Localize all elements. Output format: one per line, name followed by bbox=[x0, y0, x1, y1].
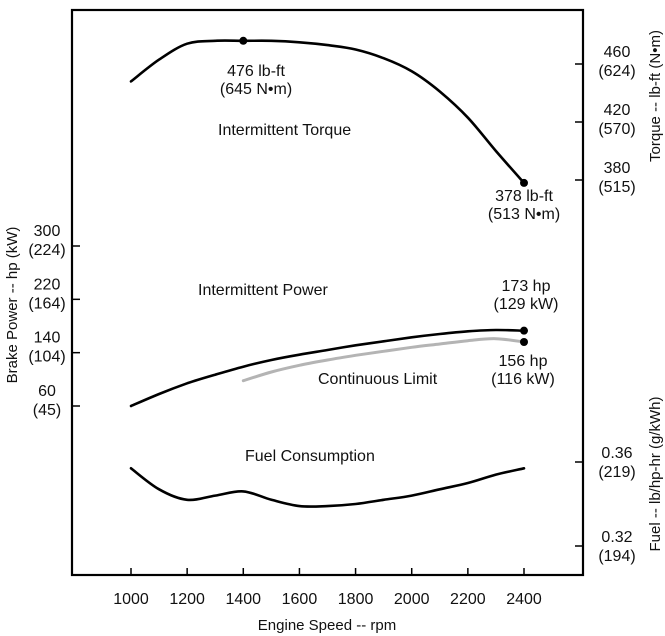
left-tick-label-hp: 300 bbox=[34, 223, 61, 240]
x-axis-ticks: 1000 1200 1400 1600 1800 2000 2200 2400 bbox=[113, 568, 542, 608]
right-torque-tick-label: 420 bbox=[604, 102, 631, 119]
rated-torque-label: 378 lb-ft bbox=[495, 188, 553, 205]
x-tick-label: 1400 bbox=[225, 591, 261, 608]
right-fuel-tick-label-gkwh: (194) bbox=[598, 548, 635, 565]
right-torque-tick-label-nm: (515) bbox=[598, 179, 635, 196]
right-torque-tick-label-nm: (570) bbox=[598, 121, 635, 138]
continuous-power-label: 156 hp bbox=[499, 353, 548, 370]
peak-torque-label: 476 lb-ft bbox=[227, 63, 285, 80]
x-tick-label: 1000 bbox=[113, 591, 149, 608]
intermittent-torque-line bbox=[129, 39, 526, 185]
intermittent-power-line bbox=[129, 328, 526, 408]
left-axis-ticks: 300 (224) 220 (164) 140 (104) 60 (45) bbox=[28, 223, 80, 419]
rated-power-label: 173 hp bbox=[502, 278, 551, 295]
series-layer bbox=[129, 39, 526, 508]
series-label-fuel-consumption: Fuel Consumption bbox=[245, 448, 375, 465]
left-tick-label-hp: 220 bbox=[34, 276, 61, 293]
x-tick-label: 1200 bbox=[169, 591, 205, 608]
peak-torque-metric-label: (645 N•m) bbox=[220, 81, 292, 98]
left-tick-label-kw: (45) bbox=[33, 402, 61, 419]
left-axis-title: Brake Power -- hp (kW) bbox=[4, 227, 21, 384]
x-axis-title: Engine Speed -- rpm bbox=[258, 617, 396, 634]
x-tick-label: 1600 bbox=[282, 591, 318, 608]
right-fuel-tick-label-gkwh: (219) bbox=[598, 464, 635, 481]
x-tick-label: 2200 bbox=[450, 591, 486, 608]
series-label-continuous-limit: Continuous Limit bbox=[318, 371, 438, 388]
right-torque-axis-title: Torque -- lb-ft (N•m) bbox=[647, 30, 664, 162]
right-torque-tick-label: 460 bbox=[604, 44, 631, 61]
right-axis-ticks: 460 (624) 420 (570) 380 (515) 0.36 (219) 0.32 (19… bbox=[575, 44, 636, 565]
plot-area-frame bbox=[70, 8, 585, 577]
x-tick-label: 2000 bbox=[394, 591, 430, 608]
continuous-limit-line bbox=[241, 337, 526, 383]
rated-power-metric-label: (129 kW) bbox=[494, 296, 559, 313]
rated-power-marker bbox=[520, 326, 528, 335]
point-markers bbox=[239, 36, 528, 346]
rated-torque-metric-label: (513 N•m) bbox=[488, 206, 560, 223]
left-tick-label-kw: (164) bbox=[28, 295, 65, 312]
right-torque-tick-label: 380 bbox=[604, 160, 631, 177]
x-tick-label: 1800 bbox=[338, 591, 374, 608]
left-tick-label-hp: 60 bbox=[38, 383, 56, 400]
continuous-power-metric-label: (116 kW) bbox=[491, 371, 555, 388]
fuel-consumption-line bbox=[129, 467, 526, 508]
right-fuel-tick-label: 0.36 bbox=[601, 445, 632, 462]
right-fuel-axis-title: Fuel -- lb/hp-hr (g/kWh) bbox=[647, 396, 664, 551]
peak-torque-marker bbox=[239, 36, 248, 45]
right-torque-tick-label-nm: (624) bbox=[598, 63, 635, 80]
x-tick-label: 2400 bbox=[506, 591, 542, 608]
rated-torque-marker bbox=[520, 178, 528, 187]
right-fuel-tick-label: 0.32 bbox=[601, 529, 632, 546]
continuous-power-marker bbox=[520, 338, 528, 346]
left-tick-label-kw: (224) bbox=[28, 242, 65, 259]
series-label-intermittent-torque: Intermittent Torque bbox=[218, 122, 351, 139]
left-tick-label-kw: (104) bbox=[28, 349, 65, 366]
series-label-intermittent-power: Intermittent Power bbox=[198, 282, 329, 299]
left-tick-label-hp: 140 bbox=[34, 330, 61, 347]
